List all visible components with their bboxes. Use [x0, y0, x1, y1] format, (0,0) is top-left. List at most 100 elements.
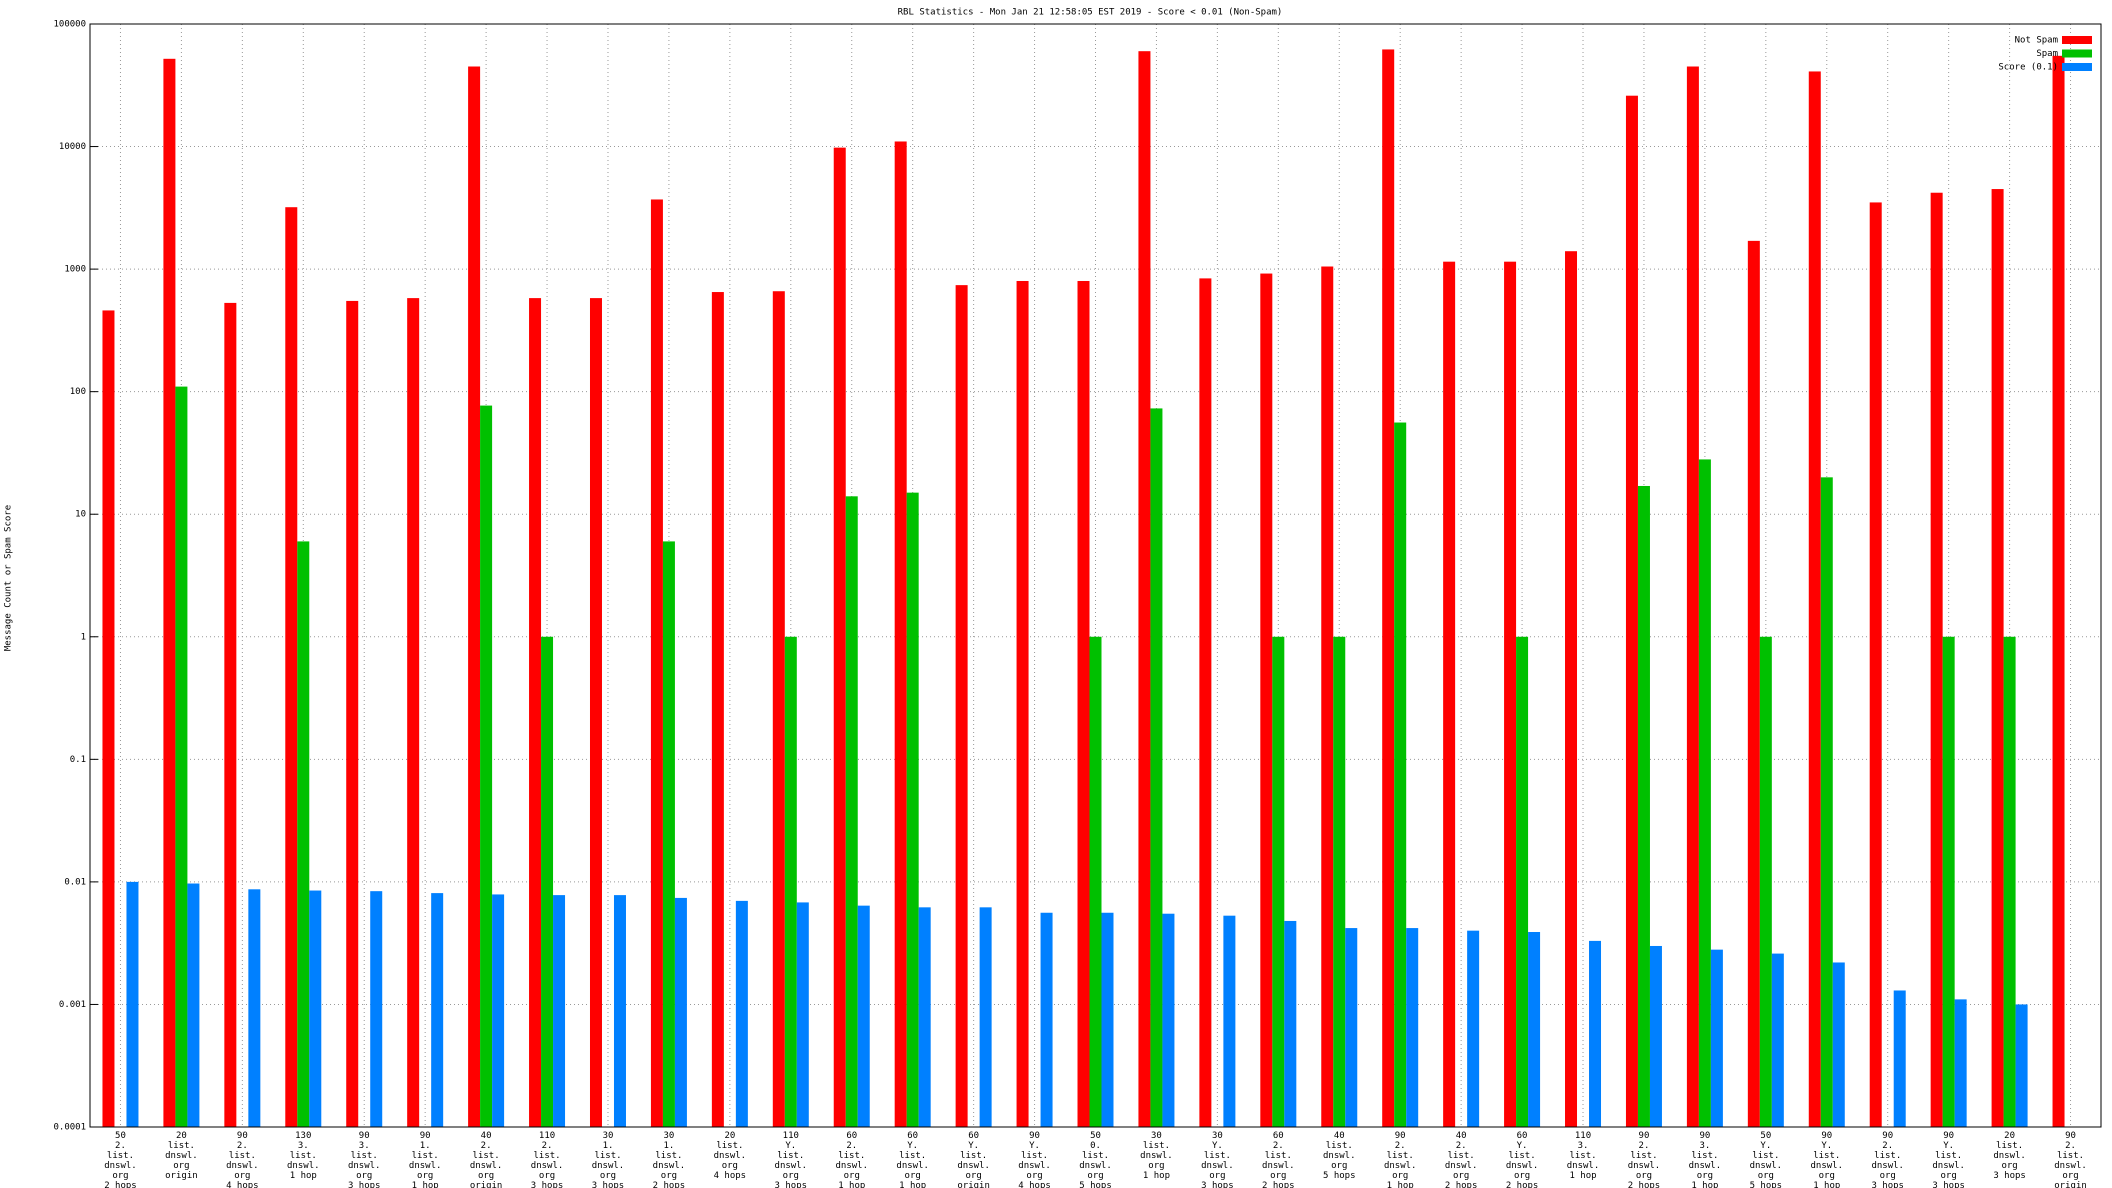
x-tick-label-line: list. [899, 1151, 926, 1161]
x-tick-label-line: 90 [237, 1131, 248, 1141]
x-tick-label-line: 30 [1212, 1131, 1223, 1141]
x-tick-label-line: dnswl. [409, 1161, 442, 1171]
x-tick-label-line: origin [470, 1181, 503, 1188]
bar [1649, 945, 1662, 1127]
x-tick-label-line: 110 [783, 1131, 799, 1141]
x-tick-label-line: list. [168, 1141, 195, 1151]
x-tick-label-line: list. [594, 1151, 621, 1161]
bar [1077, 280, 1090, 1127]
x-tick-label-line: org [1453, 1171, 1469, 1181]
y-tick-label: 1 [81, 632, 86, 642]
x-tick-label-line: dnswl. [1201, 1161, 1234, 1171]
x-tick-label-line: 3. [359, 1141, 370, 1151]
x-tick-label-line: dnswl. [165, 1151, 198, 1161]
legend-label: Not Spam [2015, 36, 2058, 46]
x-tick-label-line: 1 hop [1569, 1171, 1596, 1181]
bar [1467, 930, 1480, 1127]
x-tick-label-line: list. [1387, 1151, 1414, 1161]
x-tick-label-line: list. [1448, 1151, 1475, 1161]
x-tick-label: 60 Y. list. dnswl. org origin [957, 1131, 990, 1188]
x-tick-label-line: 90 [420, 1131, 431, 1141]
x-tick-label-line: org [965, 1171, 981, 1181]
x-tick-label: 90 Y. list. dnswl. org 3 hops [1932, 1131, 1965, 1188]
bar [1223, 915, 1236, 1127]
x-tick-label-line: dnswl. [592, 1161, 625, 1171]
x-tick-label-line: origin [2054, 1181, 2087, 1188]
x-tick-label-line: 2. [1395, 1141, 1406, 1151]
x-tick-label: 30 1. list. dnswl. org 3 hops [592, 1131, 625, 1188]
x-tick-label: 20 list. dnswl. org origin [165, 1131, 198, 1181]
x-tick-label-line: 90 [1639, 1131, 1650, 1141]
x-tick-label-line: list. [229, 1151, 256, 1161]
x-tick-label-line: dnswl. [1445, 1161, 1478, 1171]
bar [1504, 261, 1517, 1127]
x-tick-label-line: org [356, 1171, 372, 1181]
x-tick-label-line: 130 [295, 1131, 311, 1141]
x-tick-label-line: 5 hops [1323, 1171, 1356, 1181]
bar [1589, 940, 1602, 1127]
bar [1625, 95, 1638, 1128]
x-tick-label-line: org [1514, 1171, 1530, 1181]
x-tick-label-line: Y. [1517, 1141, 1528, 1151]
x-tick-label-line: 3 hops [1932, 1181, 1965, 1188]
x-tick-label-line: org [1026, 1171, 1042, 1181]
x-tick-label-line: 2 hops [1445, 1181, 1478, 1188]
x-tick-label-line: Y. [1029, 1141, 1040, 1151]
bar [1394, 422, 1407, 1128]
x-tick-label-line: Y. [1943, 1141, 1954, 1151]
x-tick-label-line: list. [1569, 1151, 1596, 1161]
x-tick-label: 90 Y. list. dnswl. org 1 hop [1811, 1131, 1844, 1188]
x-tick-label-line: list. [1813, 1151, 1840, 1161]
x-tick-label-line: 40 [1334, 1131, 1345, 1141]
x-tick-label: 110 Y. list. dnswl. org 3 hops [775, 1131, 808, 1188]
x-tick-label-line: 5 hops [1079, 1181, 1112, 1188]
bar [2003, 636, 2016, 1127]
x-tick-label-line: 2. [1639, 1141, 1650, 1151]
x-tick-label: 30 Y. list. dnswl. org 3 hops [1201, 1131, 1234, 1188]
x-tick-label-line: 2 hops [653, 1181, 686, 1188]
x-tick-label-line: list. [1691, 1151, 1718, 1161]
y-tick-label: 10 [75, 510, 86, 520]
x-tick-label-line: 90 [2065, 1131, 2076, 1141]
x-tick-label-line: 1 hop [838, 1181, 865, 1188]
x-tick-label-line: 110 [539, 1131, 555, 1141]
x-tick-label-line: 20 [2004, 1131, 2015, 1141]
x-tick-label-line: 3 hops [1871, 1181, 1904, 1188]
x-tick-label-line: 20 [176, 1131, 187, 1141]
x-tick-label: 90 2. list. dnswl. org origin [2054, 1131, 2087, 1188]
x-tick-label: 50 2. list. dnswl. org 2 hops [104, 1131, 137, 1188]
y-tick-label: 100000 [53, 20, 86, 30]
x-tick-label-line: dnswl. [1871, 1161, 1904, 1171]
x-tick-label-line: dnswl. [1689, 1161, 1722, 1171]
bar [1333, 636, 1346, 1127]
x-tick-label-line: org [173, 1161, 189, 1171]
x-tick-label-line: 1 hop [1691, 1181, 1718, 1188]
x-tick-label-line: Y. [968, 1141, 979, 1151]
x-tick-label-line: 3. [298, 1141, 309, 1151]
bar [711, 292, 724, 1127]
x-tick-label-line: 2. [1882, 1141, 1893, 1151]
x-tick-label-line: 3 hops [592, 1181, 625, 1188]
x-tick-label-line: 30 [664, 1131, 675, 1141]
bar [175, 386, 188, 1127]
x-tick-label-line: 1. [664, 1141, 675, 1151]
x-tick-label: 40 2. list. dnswl. org 2 hops [1445, 1131, 1478, 1188]
x-tick-label: 130 3. list. dnswl. 1 hop [287, 1131, 320, 1181]
x-tick-label: 20 list. dnswl. org 3 hops [1993, 1131, 2026, 1181]
bar [1199, 278, 1212, 1127]
x-tick-label-line: dnswl. [287, 1161, 320, 1171]
bar [650, 199, 663, 1127]
x-tick-label: 90 2. list. dnswl. org 1 hop [1384, 1131, 1417, 1188]
y-tick-label: 100 [70, 387, 86, 397]
x-tick-label-line: 3. [1699, 1141, 1710, 1151]
x-tick-label-line: 50 [1760, 1131, 1771, 1141]
bar [1138, 51, 1151, 1127]
x-tick-label: 90 2. list. dnswl. org 2 hops [1628, 1131, 1661, 1188]
x-tick-label-line: dnswl. [1993, 1151, 2026, 1161]
x-tick-label-line: Y. [1821, 1141, 1832, 1151]
x-tick-label-line: 90 [1029, 1131, 1040, 1141]
bar [163, 58, 176, 1127]
x-tick-label-line: 60 [1517, 1131, 1528, 1141]
x-tick-label-line: org [1941, 1171, 1957, 1181]
x-tick-label-line: dnswl. [2054, 1161, 2087, 1171]
